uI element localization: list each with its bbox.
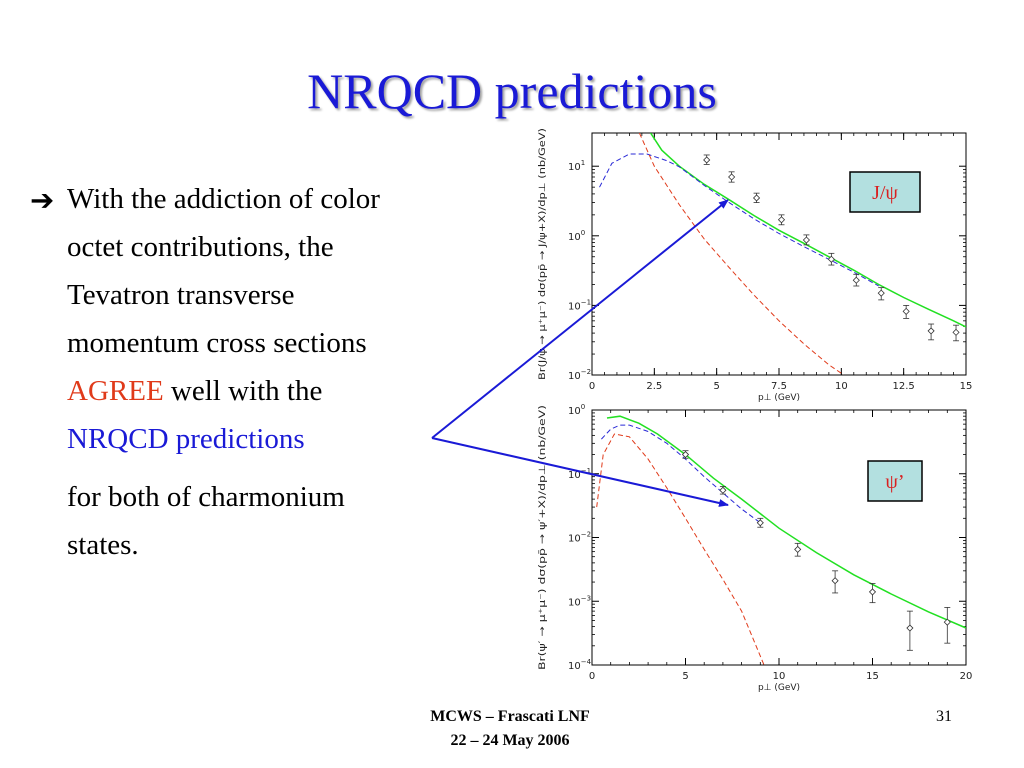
y-tick-label: 10−2 — [568, 368, 591, 382]
bullet-line-5: AGREE well with the — [67, 375, 322, 408]
nrqcd-text: NRQCD predictions — [67, 423, 305, 455]
x-tick-label: 5 — [682, 671, 688, 682]
data-point — [794, 545, 802, 553]
y-tick-label: 10−1 — [568, 467, 591, 481]
chart-jpsi: 0 2.5 5 7.5 10 12.5 15 10−2 10−1 100 101 p⊥ (GeV) Br… — [538, 128, 972, 403]
state-label-text: ψ’ — [885, 471, 904, 493]
slide-title: NRQCD predictions — [307, 63, 717, 119]
x-tick-label: 15 — [866, 671, 879, 682]
data-point — [777, 216, 786, 224]
curves — [599, 133, 966, 375]
series-curve-2 — [599, 153, 879, 287]
y-tick-label: 100 — [568, 229, 585, 243]
state-label-box — [849, 171, 921, 213]
y-tick-label: 101 — [568, 159, 585, 173]
data-point — [952, 328, 960, 336]
x-tick-label: 12.5 — [893, 381, 915, 392]
x-tick-label: 2.5 — [646, 381, 662, 392]
data-point — [868, 588, 877, 596]
data-point — [877, 289, 885, 297]
data-point — [756, 519, 764, 527]
chart-psiprime: 0 5 10 15 20 10−4 10−3 10−2 10−1 100 p⊥ (GeV) Br(ψ′… — [538, 403, 972, 693]
data-point — [906, 624, 914, 632]
x-tick-label: 10 — [835, 381, 848, 392]
slide-number: 31 — [936, 708, 952, 725]
agree-rest: well with the — [163, 375, 323, 407]
data-point — [703, 156, 711, 164]
y-tick-label: 100 — [568, 403, 585, 417]
y-tick-label: 10−2 — [568, 531, 591, 545]
final-line-2: states. — [67, 529, 139, 561]
data-point — [852, 276, 860, 284]
series-curve-2 — [601, 424, 761, 524]
data-point — [752, 194, 761, 202]
pointer-arrow-to-jpsi — [431, 199, 729, 439]
y-tick-label: 10−4 — [568, 658, 592, 672]
series-curve-1 — [606, 415, 966, 629]
y-axis-label: Br(J/ψ → μ⁺μ⁻) dσ(pp̄ → J/ψ+X)/dp⊥ (nb/G… — [538, 128, 548, 380]
data-point — [927, 327, 935, 335]
data-point — [827, 255, 835, 263]
pointer-arrows — [431, 199, 729, 507]
footer-venue: MCWS – Frascati LNF — [430, 708, 590, 725]
footer-date: 22 – 24 May 2006 — [450, 732, 570, 749]
x-tick-label: 10 — [773, 671, 786, 682]
x-tick-label: 0 — [589, 671, 595, 682]
y-tick-label: 10−3 — [568, 594, 591, 608]
data-point — [719, 486, 727, 494]
data-point — [681, 450, 690, 459]
data-point — [802, 236, 810, 244]
x-tick-label: 5 — [713, 381, 719, 392]
x-axis-label: p⊥ (GeV) — [758, 683, 800, 693]
x-axis-label: p⊥ (GeV) — [758, 393, 800, 403]
bullet-line-2: octet contributions, the — [67, 231, 334, 263]
data-point — [831, 577, 839, 585]
bullet-arrow-icon: ➔ — [30, 185, 55, 217]
y-tick-label: 10−1 — [568, 298, 591, 312]
pointer-arrow-to-psiprime — [431, 437, 729, 507]
data-point — [728, 173, 736, 181]
x-tick-label: 20 — [960, 671, 973, 682]
data-point — [902, 307, 910, 315]
state-label-text: J/ψ — [872, 182, 898, 204]
state-label-box — [867, 460, 923, 502]
data-point — [943, 618, 951, 626]
x-tick-label: 0 — [589, 381, 595, 392]
chart-panel-2 — [530, 400, 968, 698]
x-tick-label: 15 — [960, 381, 973, 392]
agree-word: AGREE — [67, 375, 164, 407]
bullet-line-1: With the addiction of color — [67, 183, 380, 215]
series-curve-3 — [596, 433, 765, 665]
bullet-line-4: momentum cross sections — [67, 327, 367, 359]
series-curve-3 — [638, 133, 845, 375]
series-curve-1 — [649, 133, 966, 328]
x-tick-label: 7.5 — [771, 381, 787, 392]
curves — [596, 415, 966, 665]
final-line-1: for both of charmonium — [67, 481, 345, 513]
bullet-line-3: Tevatron transverse — [67, 279, 295, 311]
y-axis-label: Br(ψ′ → μ⁺μ⁻) dσ(pp̄ → ψ′+X)/dp⊥ (nb/GeV… — [538, 405, 548, 670]
chart-panel-1 — [530, 120, 968, 410]
